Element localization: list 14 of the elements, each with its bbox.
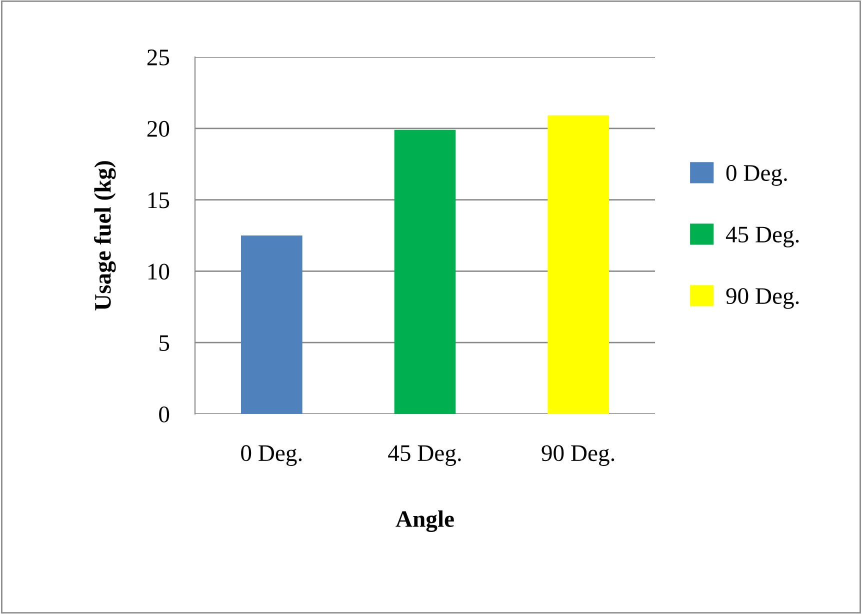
y-axis-title: Usage fuel (kg): [94, 161, 116, 310]
y-tick-label: 0: [159, 406, 170, 422]
legend-label: 45 Deg.: [726, 226, 799, 248]
y-tick-label: 5: [160, 335, 170, 352]
y-tick-label: 25: [147, 50, 170, 66]
y-tick-label: 15: [148, 192, 170, 208]
x-tick-label: 0 Deg.: [241, 445, 302, 466]
y-tick-label: 10: [148, 264, 170, 280]
legend-label: 0 Deg.: [726, 165, 787, 186]
x-tick-label: 45 Deg.: [388, 445, 461, 466]
x-axis-title: Angle: [396, 510, 454, 532]
y-tick-label: 20: [147, 120, 170, 137]
x-tick-label: 90 Deg.: [542, 445, 614, 466]
legend-label: 90 Deg.: [726, 288, 799, 309]
